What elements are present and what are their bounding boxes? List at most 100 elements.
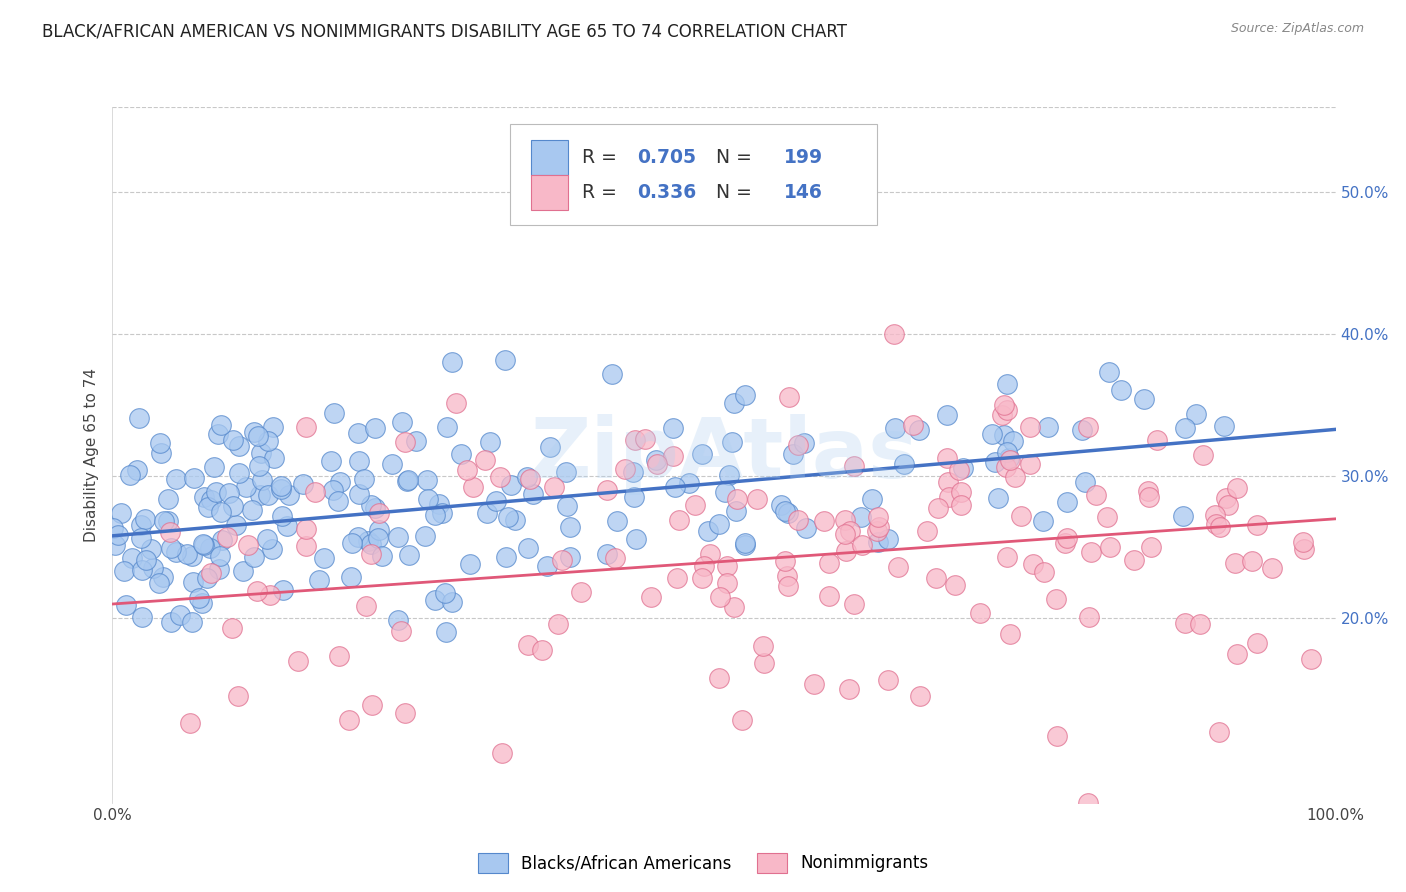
Point bbox=[645, 458, 668, 472]
Point bbox=[1077, 610, 1099, 624]
Point bbox=[1184, 408, 1206, 422]
Text: N =: N = bbox=[699, 148, 758, 167]
Point bbox=[148, 575, 170, 590]
Point bbox=[277, 488, 299, 502]
Point bbox=[434, 625, 457, 640]
Point bbox=[427, 497, 450, 511]
Point bbox=[142, 560, 165, 574]
Point bbox=[444, 396, 467, 410]
Point bbox=[517, 638, 540, 652]
Point bbox=[868, 520, 890, 534]
Point bbox=[222, 500, 245, 514]
Point bbox=[157, 491, 180, 506]
Point bbox=[1071, 424, 1094, 438]
Point bbox=[156, 514, 179, 528]
Point bbox=[120, 467, 142, 482]
Point bbox=[1045, 591, 1067, 606]
Point bbox=[884, 421, 907, 435]
Point bbox=[463, 480, 485, 494]
Point bbox=[803, 676, 825, 690]
Point bbox=[181, 549, 204, 563]
Point bbox=[834, 526, 856, 541]
Point bbox=[817, 557, 839, 571]
Point bbox=[259, 588, 281, 602]
Text: N =: N = bbox=[699, 183, 758, 202]
Point bbox=[623, 491, 645, 505]
Point bbox=[734, 388, 756, 402]
Point bbox=[948, 462, 970, 476]
Point bbox=[367, 531, 389, 545]
Point bbox=[709, 590, 731, 604]
Text: 146: 146 bbox=[785, 183, 823, 202]
Point bbox=[180, 615, 202, 629]
Point bbox=[1098, 365, 1121, 379]
Point bbox=[197, 500, 219, 515]
Point bbox=[491, 746, 513, 760]
Point bbox=[165, 545, 187, 559]
Point bbox=[949, 485, 972, 500]
Point bbox=[364, 501, 387, 516]
Text: R =: R = bbox=[582, 148, 623, 167]
Point bbox=[707, 672, 730, 686]
Point bbox=[558, 520, 581, 534]
Point bbox=[530, 643, 553, 657]
Point bbox=[538, 440, 561, 454]
Point bbox=[200, 492, 222, 507]
Point bbox=[723, 599, 745, 614]
Point bbox=[1077, 796, 1099, 810]
Point bbox=[247, 429, 270, 443]
Point bbox=[323, 406, 346, 420]
Point bbox=[209, 505, 232, 519]
Point bbox=[221, 620, 243, 634]
Point bbox=[488, 470, 510, 484]
Point bbox=[554, 465, 576, 479]
FancyBboxPatch shape bbox=[531, 140, 568, 175]
Point bbox=[387, 613, 409, 627]
Point bbox=[250, 446, 273, 460]
Point bbox=[337, 713, 360, 727]
Point bbox=[346, 426, 368, 441]
Point bbox=[908, 423, 931, 437]
Point bbox=[600, 367, 623, 381]
Point bbox=[995, 445, 1018, 459]
Point bbox=[596, 483, 619, 498]
Point bbox=[1246, 636, 1268, 650]
Point bbox=[596, 547, 619, 561]
Point bbox=[1174, 615, 1197, 630]
Point bbox=[839, 524, 862, 538]
Point bbox=[693, 559, 716, 574]
Point bbox=[187, 591, 209, 605]
Point bbox=[1204, 508, 1226, 522]
Point bbox=[131, 563, 153, 577]
Point bbox=[304, 484, 326, 499]
Point bbox=[987, 491, 1010, 505]
Point bbox=[725, 504, 748, 518]
Point bbox=[876, 532, 898, 546]
Point bbox=[475, 506, 498, 520]
Point bbox=[416, 491, 439, 506]
Point bbox=[193, 490, 215, 504]
Point bbox=[153, 514, 176, 528]
Point bbox=[191, 597, 214, 611]
Point bbox=[357, 533, 380, 548]
Point bbox=[1084, 488, 1107, 502]
Point bbox=[908, 689, 931, 703]
Point bbox=[1019, 419, 1042, 434]
Point bbox=[640, 590, 662, 604]
Point bbox=[228, 439, 250, 453]
Point bbox=[519, 472, 541, 486]
Point bbox=[360, 498, 382, 512]
Point bbox=[209, 549, 232, 563]
Point bbox=[860, 491, 883, 506]
Point bbox=[110, 507, 132, 521]
Point bbox=[271, 583, 294, 598]
Point bbox=[139, 541, 162, 556]
Point bbox=[1215, 491, 1237, 505]
Point bbox=[125, 463, 148, 477]
Point bbox=[232, 564, 254, 578]
Point bbox=[1080, 545, 1102, 559]
Point bbox=[329, 475, 352, 489]
Point bbox=[361, 698, 384, 712]
Point bbox=[569, 585, 592, 599]
Point bbox=[294, 420, 316, 434]
